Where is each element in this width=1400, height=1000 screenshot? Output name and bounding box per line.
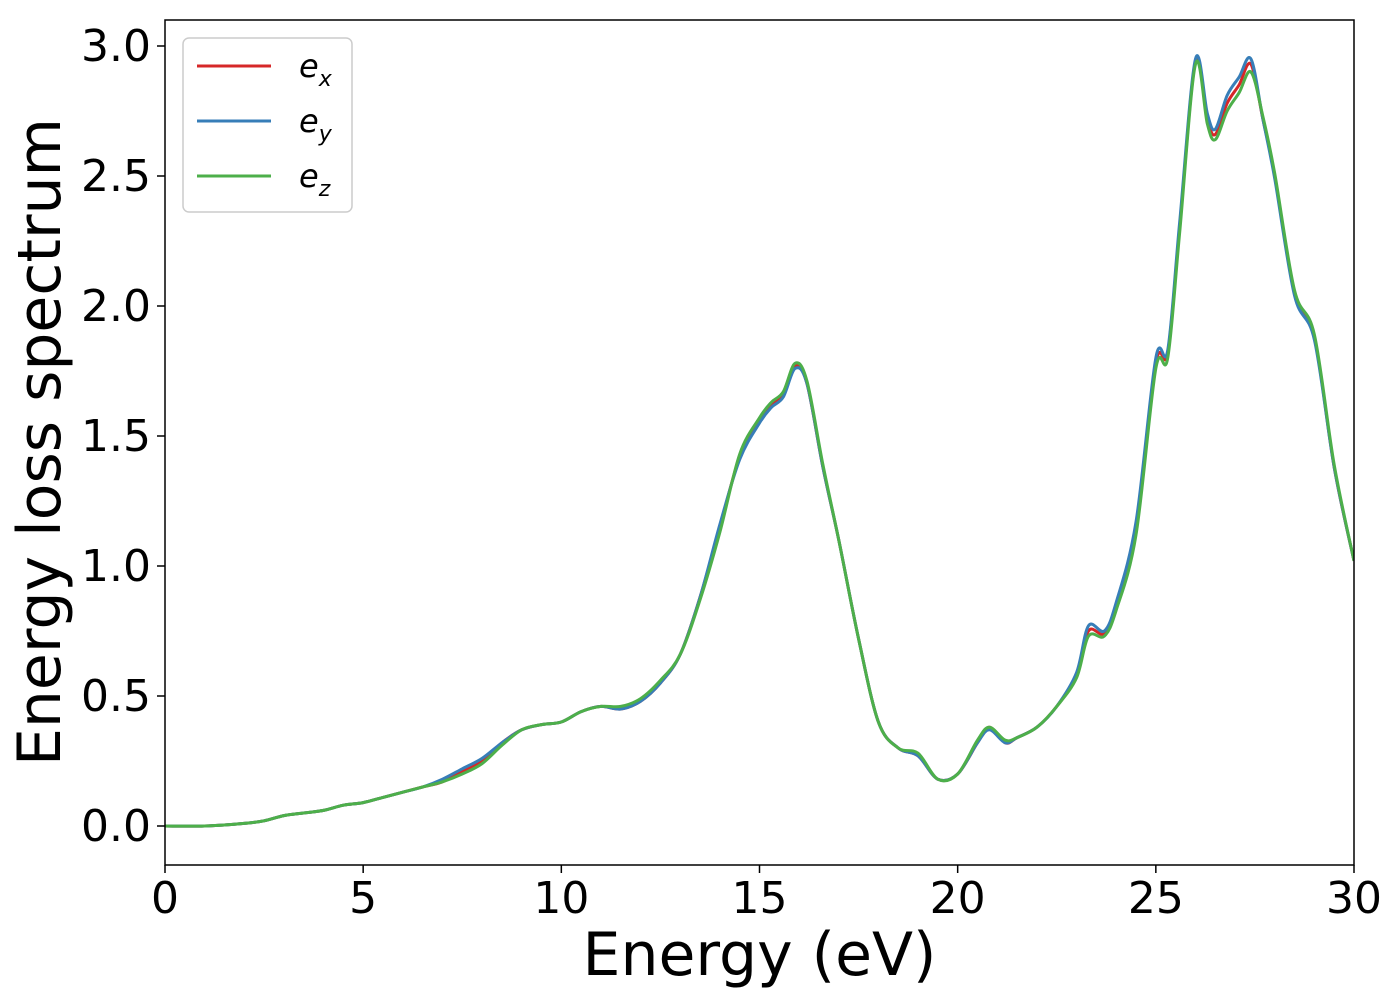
- legend-label: ey: [299, 102, 333, 147]
- x-axis: 0 5 10 15 20 25 30: [151, 865, 1382, 924]
- y-tick-label: 1.5: [81, 411, 151, 462]
- y-tick-label: 0.0: [81, 801, 151, 852]
- x-tick-label: 25: [1128, 873, 1184, 924]
- x-tick-label: 0: [151, 873, 179, 924]
- y-tick-label: 2.5: [81, 151, 151, 202]
- x-tick-label: 10: [533, 873, 589, 924]
- legend-box: [182, 37, 353, 213]
- y-axis-label: Energy loss spectrum: [5, 118, 75, 766]
- legend: ex ey ez: [182, 37, 353, 213]
- x-tick-label: 30: [1326, 873, 1382, 924]
- y-tick-label: 2.0: [81, 281, 151, 332]
- x-tick-label: 15: [732, 873, 788, 924]
- y-tick-label: 0.5: [81, 671, 151, 722]
- y-tick-label: 1.0: [81, 541, 151, 592]
- y-axis: 0.0 0.5 1.0 1.5 2.0 2.5 3.0: [81, 21, 165, 852]
- series-lines: [165, 54, 1354, 828]
- x-tick-label: 20: [930, 873, 986, 924]
- legend-label: ex: [299, 47, 333, 92]
- series-line-e-z: [165, 59, 1354, 828]
- x-axis-label: Energy (eV): [583, 920, 937, 990]
- x-tick-label: 5: [349, 873, 377, 924]
- y-tick-label: 3.0: [81, 21, 151, 72]
- legend-label: ez: [299, 157, 331, 202]
